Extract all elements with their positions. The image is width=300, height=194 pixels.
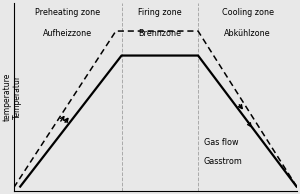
Text: Gasstrom: Gasstrom [204, 157, 243, 166]
Text: Brennzone: Brennzone [138, 29, 181, 38]
Text: Abkühlzone: Abkühlzone [224, 29, 271, 38]
Text: Gas flow: Gas flow [204, 139, 238, 147]
Text: Firing zone: Firing zone [138, 8, 182, 17]
Text: Preheating zone: Preheating zone [35, 8, 100, 17]
Text: Aufheizzone: Aufheizzone [43, 29, 92, 38]
Y-axis label: temperature
Temperatur: temperature Temperatur [3, 73, 22, 121]
Text: Cooling zone: Cooling zone [222, 8, 274, 17]
